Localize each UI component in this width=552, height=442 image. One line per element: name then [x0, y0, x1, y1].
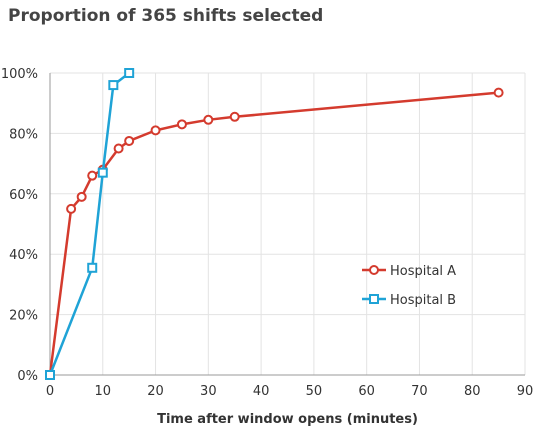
- data-point: [87, 170, 98, 181]
- data-point: [203, 114, 214, 125]
- data-point: [150, 125, 161, 136]
- y-tick-label: 60%: [9, 188, 38, 203]
- data-point: [97, 167, 108, 178]
- series-line: [48, 72, 130, 376]
- x-tick-label: 80: [464, 384, 481, 399]
- legend: Hospital A Hospital B: [362, 264, 456, 308]
- series-line: [48, 91, 499, 376]
- legend-item: Hospital A: [362, 264, 456, 279]
- data-point: [108, 80, 119, 91]
- data-point: [369, 265, 379, 275]
- y-tick-label: 0%: [17, 369, 38, 384]
- legend-item: Hospital B: [362, 293, 456, 308]
- data-point: [45, 370, 55, 380]
- data-point: [176, 119, 187, 130]
- series-hospital-a: [45, 87, 504, 380]
- data-point: [493, 87, 504, 98]
- data-point: [124, 68, 135, 78]
- legend-label: Hospital B: [390, 293, 456, 308]
- data-point: [113, 143, 124, 154]
- y-tick-label: 20%: [9, 309, 38, 324]
- x-tick-label: 30: [200, 384, 217, 399]
- chart-title: Proportion of 365 shifts selected: [8, 6, 324, 26]
- x-tick-label: 40: [253, 384, 270, 399]
- data-point: [87, 262, 98, 273]
- data-point: [76, 191, 87, 202]
- data-point: [369, 294, 379, 304]
- legend-label: Hospital A: [390, 264, 456, 279]
- x-tick-label: 50: [306, 384, 323, 399]
- y-tick-label: 100%: [1, 67, 38, 82]
- x-tick-label: 70: [411, 384, 428, 399]
- series-hospital-b: [45, 68, 135, 380]
- data-point: [229, 111, 240, 122]
- axes: 0 10 20 30 40 50 60 70 80 90 0% 20% 40% 60% 80% 100% Tim…: [1, 67, 533, 427]
- data-point: [66, 203, 77, 214]
- grid: [50, 72, 526, 375]
- x-tick-label: 20: [147, 384, 164, 399]
- data-point: [124, 135, 135, 146]
- x-tick-label: 0: [46, 384, 54, 399]
- x-axis-title: Time after window opens (minutes): [157, 412, 418, 427]
- y-tick-label: 40%: [9, 248, 38, 263]
- x-tick-label: 10: [95, 384, 112, 399]
- x-tick-label: 60: [358, 384, 375, 399]
- x-tick-label: 90: [517, 384, 534, 399]
- y-tick-label: 80%: [9, 127, 38, 142]
- series: [45, 68, 504, 380]
